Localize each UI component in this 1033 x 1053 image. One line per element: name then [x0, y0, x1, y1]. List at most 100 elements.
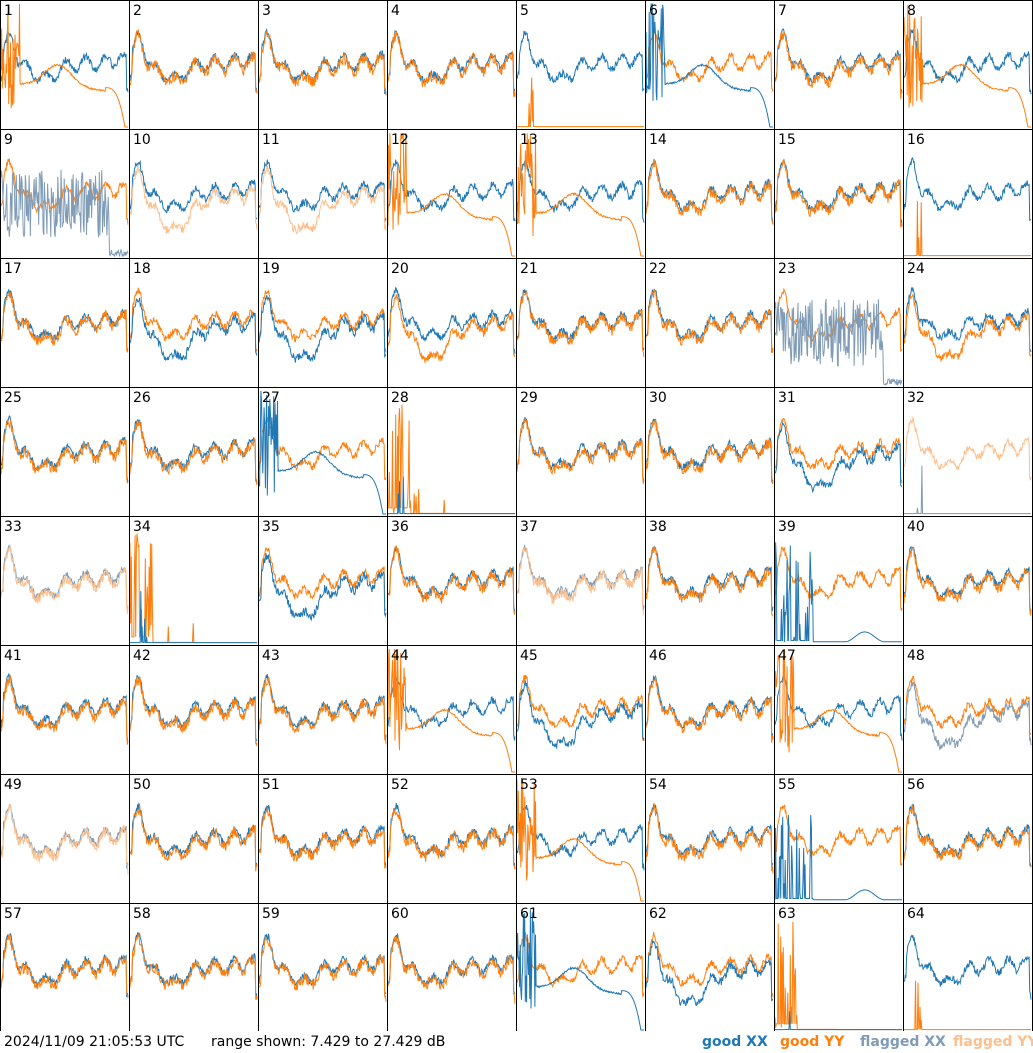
series-yy-6 — [645, 30, 774, 92]
series-xx-1 — [0, 30, 129, 93]
panel-label-12: 12 — [391, 132, 409, 148]
panel-label-8: 8 — [907, 3, 916, 19]
panel-7: 7 — [774, 0, 904, 130]
series-xx-11 — [258, 159, 387, 223]
series-xx-47 — [774, 674, 903, 741]
panel-label-27: 27 — [262, 390, 280, 406]
series-xx-8 — [903, 28, 1032, 95]
panel-61: 61 — [516, 903, 646, 1031]
panel-20: 20 — [387, 258, 517, 388]
panel-1: 1 — [0, 0, 130, 130]
panel-3: 3 — [258, 0, 388, 130]
series-xx-19 — [258, 295, 387, 363]
series-xx-36 — [387, 545, 516, 612]
series-xx-38 — [645, 545, 774, 612]
panel-44: 44 — [387, 645, 517, 775]
panel-14: 14 — [645, 129, 775, 259]
series-flagged-yy-37 — [516, 547, 645, 616]
panel-35: 35 — [258, 516, 388, 646]
panel-label-18: 18 — [133, 261, 151, 277]
series-xx-34 — [130, 591, 257, 644]
panel-border-62 — [645, 903, 775, 1031]
series-yy-35 — [258, 546, 387, 611]
series-flagged-xx-23 — [774, 298, 903, 386]
panel-border-28 — [387, 387, 517, 517]
panel-25: 25 — [0, 387, 130, 517]
panel-64: 64 — [903, 903, 1033, 1031]
panel-47: 47 — [774, 645, 904, 775]
panel-label-63: 63 — [778, 906, 796, 922]
series-xx-28 — [388, 476, 515, 515]
series-flagged-yy-33 — [0, 545, 129, 614]
panel-13: 13 — [516, 129, 646, 259]
panel-label-58: 58 — [133, 906, 151, 922]
panel-label-23: 23 — [778, 261, 796, 277]
series-yy-8 — [903, 4, 1031, 128]
series-yy-7 — [774, 31, 903, 100]
series-xx-43 — [258, 674, 387, 741]
series-xx-52 — [387, 803, 516, 869]
series-yy-63 — [774, 921, 902, 1031]
panel-label-45: 45 — [520, 648, 538, 664]
panel-43: 43 — [258, 645, 388, 775]
series-flagged-yy-10 — [129, 165, 258, 234]
series-yy-1 — [0, 3, 128, 128]
panel-label-32: 32 — [907, 390, 925, 406]
panel-label-39: 39 — [778, 519, 796, 535]
panel-label-16: 16 — [907, 132, 925, 148]
panel-40: 40 — [903, 516, 1033, 646]
series-yy-4 — [387, 31, 516, 98]
panel-49: 49 — [0, 774, 130, 904]
panel-46: 46 — [645, 645, 775, 775]
series-yy-64 — [904, 980, 1031, 1031]
panel-10: 10 — [129, 129, 259, 259]
series-yy-29 — [516, 417, 645, 484]
panel-33: 33 — [0, 516, 130, 646]
panel-24: 24 — [903, 258, 1033, 388]
series-yy-48 — [903, 675, 1032, 735]
series-xx-29 — [516, 417, 645, 481]
panel-label-17: 17 — [4, 261, 22, 277]
panel-21: 21 — [516, 258, 646, 388]
panel-label-48: 48 — [907, 648, 925, 664]
series-yy-34 — [129, 533, 257, 644]
series-yy-2 — [129, 28, 258, 94]
panel-label-4: 4 — [391, 3, 400, 19]
panel-label-61: 61 — [520, 906, 538, 922]
panel-label-60: 60 — [391, 906, 409, 922]
panel-22: 22 — [645, 258, 775, 388]
series-xx-6 — [645, 3, 773, 128]
panel-28: 28 — [387, 387, 517, 517]
series-xx-44 — [387, 675, 516, 741]
panel-48: 48 — [903, 645, 1033, 775]
panel-border-32 — [903, 387, 1033, 517]
panel-label-50: 50 — [133, 777, 151, 793]
series-xx-53 — [516, 804, 645, 871]
panel-11: 11 — [258, 129, 388, 259]
series-yy-51 — [258, 807, 387, 869]
panel-15: 15 — [774, 129, 904, 259]
series-yy-38 — [645, 546, 774, 617]
panel-63: 63 — [774, 903, 904, 1031]
series-yy-56 — [903, 804, 1032, 868]
panel-label-49: 49 — [4, 777, 22, 793]
series-yy-57 — [0, 934, 129, 998]
panel-50: 50 — [129, 774, 259, 904]
panel-27: 27 — [258, 387, 388, 517]
series-xx-27 — [258, 390, 386, 515]
panel-label-6: 6 — [649, 3, 658, 19]
panel-label-55: 55 — [778, 777, 796, 793]
panel-label-31: 31 — [778, 390, 796, 406]
panel-59: 59 — [258, 903, 388, 1031]
panel-29: 29 — [516, 387, 646, 517]
panel-label-36: 36 — [391, 519, 409, 535]
panel-55: 55 — [774, 774, 904, 904]
panel-8: 8 — [903, 0, 1033, 130]
panel-39: 39 — [774, 516, 904, 646]
panel-label-5: 5 — [520, 3, 529, 19]
panel-label-1: 1 — [4, 3, 13, 19]
legend-flagged-yy: flagged YY — [953, 1034, 1033, 1050]
series-flagged-yy-11 — [258, 165, 387, 235]
series-yy-50 — [129, 805, 258, 872]
series-yy-30 — [645, 418, 774, 485]
